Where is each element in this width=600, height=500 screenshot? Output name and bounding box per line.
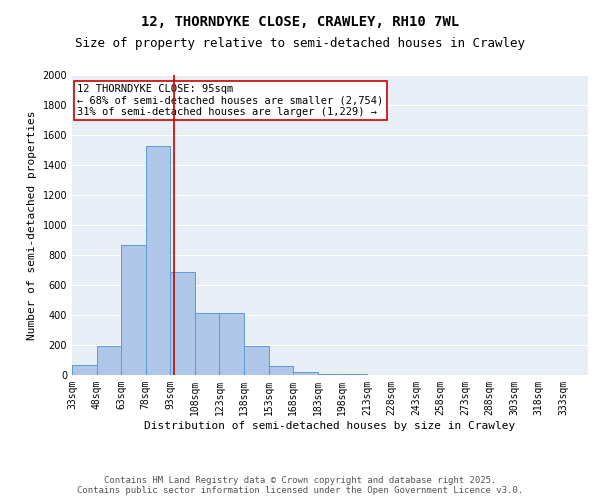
Text: Contains HM Land Registry data © Crown copyright and database right 2025.
Contai: Contains HM Land Registry data © Crown c… — [77, 476, 523, 495]
Bar — [97, 346, 121, 375]
Bar — [220, 313, 244, 375]
Bar — [72, 365, 97, 375]
Bar — [195, 313, 220, 375]
Bar — [318, 374, 342, 375]
Bar — [342, 374, 367, 375]
Bar — [244, 346, 269, 375]
Text: 12, THORNDYKE CLOSE, CRAWLEY, RH10 7WL: 12, THORNDYKE CLOSE, CRAWLEY, RH10 7WL — [141, 15, 459, 29]
Bar — [146, 146, 170, 375]
Y-axis label: Number of semi-detached properties: Number of semi-detached properties — [27, 110, 37, 340]
Text: Size of property relative to semi-detached houses in Crawley: Size of property relative to semi-detach… — [75, 38, 525, 51]
Bar — [170, 272, 195, 375]
Text: 12 THORNDYKE CLOSE: 95sqm
← 68% of semi-detached houses are smaller (2,754)
31% : 12 THORNDYKE CLOSE: 95sqm ← 68% of semi-… — [77, 84, 383, 117]
Bar — [269, 366, 293, 375]
X-axis label: Distribution of semi-detached houses by size in Crawley: Distribution of semi-detached houses by … — [145, 420, 515, 430]
Bar — [121, 244, 146, 375]
Bar — [293, 372, 318, 375]
